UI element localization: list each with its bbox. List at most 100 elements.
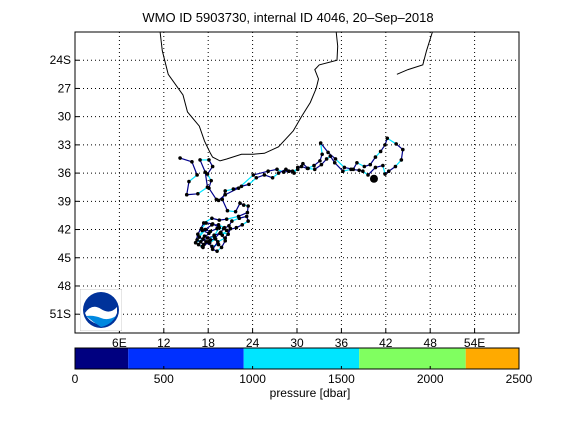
profile-point	[349, 167, 353, 172]
tick-label-lon: 48	[424, 336, 438, 350]
tick-label-lon: 30	[290, 336, 304, 350]
profile-point	[195, 173, 199, 177]
profile-point	[383, 143, 387, 147]
profile-point	[204, 221, 208, 225]
tick-label-lon: 12	[157, 336, 171, 350]
profile-point	[195, 238, 199, 242]
profile-point	[357, 168, 361, 173]
profile-point	[187, 179, 191, 184]
profile-point	[362, 164, 367, 169]
profile-point	[218, 231, 222, 236]
last-position-marker	[369, 174, 378, 183]
profile-point	[200, 244, 205, 249]
profile-point	[231, 187, 236, 191]
profile-point	[216, 223, 221, 227]
colorbar-tick-label: 2500	[506, 372, 533, 386]
colorbar-frame	[74, 347, 520, 370]
profile-point	[210, 247, 215, 252]
profile-point	[219, 245, 224, 250]
profile-point	[262, 173, 267, 177]
profile-point	[320, 152, 324, 157]
profile-point	[240, 223, 245, 227]
track-segment	[186, 181, 190, 195]
colorbar-tick-label: 1500	[328, 372, 355, 386]
profile-point	[306, 166, 310, 171]
profile-point	[230, 219, 234, 223]
colorbar-band	[128, 348, 244, 369]
profile-point	[210, 164, 215, 169]
profile-point	[226, 232, 230, 237]
profile-point	[247, 182, 251, 187]
tick-label-lon: 18	[202, 336, 216, 350]
profile-point	[241, 203, 246, 207]
track-segment	[191, 161, 198, 176]
profile-point	[224, 217, 229, 221]
coastline	[159, 31, 433, 162]
profile-point	[197, 235, 202, 239]
tick-label-lon: 24	[246, 336, 260, 350]
track-segment	[335, 158, 345, 168]
tick-label-lat: 39	[58, 194, 72, 208]
coastline-path	[159, 31, 339, 162]
profile-point	[244, 214, 249, 219]
track-segment	[199, 159, 206, 173]
profile-point	[220, 197, 225, 202]
profile-point	[239, 184, 244, 189]
colorbar-band	[243, 348, 360, 369]
profile-point	[225, 208, 230, 213]
colorbar-band	[465, 348, 519, 369]
colorbar-tick-label: 0	[72, 372, 79, 386]
profile-point	[228, 226, 233, 231]
profile-point	[217, 225, 222, 230]
map-title: WMO ID 5903730, internal ID 4046, 20–Sep…	[142, 10, 434, 25]
profile-point	[342, 165, 347, 170]
track-segment	[186, 193, 198, 196]
profile-point	[196, 191, 200, 196]
tick-label-lat: 42	[58, 223, 72, 237]
profile-point	[223, 236, 228, 240]
profile-point	[276, 171, 281, 175]
profile-point	[178, 156, 182, 160]
track-segment	[334, 162, 344, 172]
profile-point	[373, 155, 378, 159]
colorbar-label: pressure [dbar]	[269, 386, 351, 400]
profile-point	[373, 165, 378, 170]
track-segment	[221, 199, 228, 211]
tick-label-lat: 48	[58, 279, 72, 293]
profile-point	[246, 219, 250, 223]
track-segment	[179, 157, 193, 163]
track-segment	[197, 186, 208, 195]
profile-point	[245, 210, 250, 215]
track-segment	[253, 170, 269, 176]
profile-point	[275, 167, 279, 172]
profile-point	[383, 172, 387, 176]
profile-point	[399, 158, 404, 162]
profile-point	[216, 242, 221, 247]
profile-point	[223, 192, 228, 197]
profile-point	[281, 170, 286, 174]
profile-point	[341, 169, 345, 174]
colorbar-tick-label: 2000	[417, 372, 444, 386]
profile-point	[401, 147, 405, 152]
profile-point	[198, 158, 202, 162]
profile-point	[199, 239, 203, 244]
profile-point	[208, 229, 213, 234]
colorbar-band	[359, 348, 466, 369]
profile-point	[284, 167, 288, 172]
profile-point	[216, 198, 221, 203]
profile-point	[196, 242, 201, 247]
float-track	[178, 136, 405, 253]
tick-label-lon: 6E	[112, 336, 127, 350]
profile-point	[332, 160, 337, 165]
colorbar-tick-label: 1000	[239, 372, 266, 386]
colorbar-ticks: 0 500 1000 1500 2000 2500	[72, 366, 533, 386]
profile-point	[270, 175, 275, 180]
tick-label-lat: 36	[58, 166, 72, 180]
profile-point	[290, 169, 295, 174]
tick-label-lon: 42	[379, 336, 393, 350]
track-segment	[320, 142, 329, 153]
tick-label-lat: 51S	[50, 307, 71, 321]
profile-point	[207, 186, 211, 190]
profile-point	[203, 227, 208, 232]
profile-point	[295, 167, 300, 172]
